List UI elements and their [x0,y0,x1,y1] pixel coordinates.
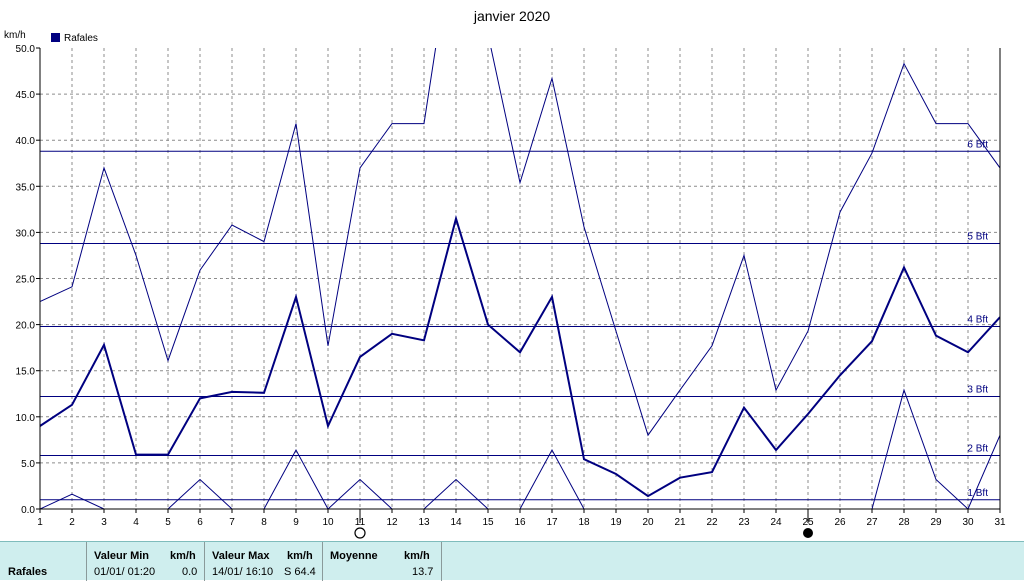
series-line-max [40,48,1000,437]
series-line-min [40,388,1000,509]
y-tick-label: 30.0 [16,228,36,239]
max-value: S 64.4 [284,566,316,578]
y-tick-label: 50.0 [16,44,36,55]
x-tick-label: 5 [165,517,171,528]
gust-chart: janvier 2020 km/h Rafales 1 Bft 2 Bft 3 Bf… [4,8,1006,539]
y-tick-label: 10.0 [16,413,36,424]
y-tick-label: 15.0 [16,367,36,378]
min-header: Valeur Min [94,550,150,562]
max-date: 14/01/ 16:10 [212,566,274,578]
x-tick-label: 27 [866,517,878,528]
x-tick-label: 17 [546,517,558,528]
x-tick-label: 13 [418,517,430,528]
y-tick-label: 25.0 [16,275,36,286]
row-label: Rafales [8,566,48,578]
x-tick-label: 2 [69,517,75,528]
footer-divider [86,542,87,581]
beaufort-label: 1 Bft [967,488,988,499]
x-tick-label: 6 [197,517,203,528]
beaufort-label: 5 Bft [967,231,988,242]
grid [40,48,1000,509]
beaufort-lines: 1 Bft 2 Bft 3 Bft 4 Bft 5 Bft 6 Bft [40,139,1000,501]
x-tick-label: 4 [133,517,139,528]
mean-unit: km/h [404,550,430,562]
y-tick-label: 40.0 [16,136,36,147]
max-unit: km/h [287,550,313,562]
x-tick-label: 29 [930,517,942,528]
x-tick-label: 30 [962,517,974,528]
beaufort-label: 3 Bft [967,385,988,396]
y-tick-label: 35.0 [16,182,36,193]
x-tick-label: 28 [898,517,910,528]
max-header: Valeur Max [212,550,270,562]
x-tick-label: 20 [642,517,654,528]
footer-divider [204,542,205,581]
x-tick-label: 1 [37,517,43,528]
moon-phases [354,509,813,539]
legend-swatch [51,33,60,42]
series [40,48,1000,509]
x-tick-label: 7 [229,517,235,528]
x-tick-label: 26 [834,517,846,528]
full-moon-icon [354,527,366,539]
x-tick-label: 16 [514,517,526,528]
mean-header: Moyenne [330,550,378,562]
y-tick-label: 20.0 [16,321,36,332]
min-value: 0.0 [182,566,198,578]
footer-divider [322,542,323,581]
x-tick-label: 22 [706,517,718,528]
x-tick-label: 8 [261,517,267,528]
new-moon-icon [803,528,813,538]
mean-value: 13.7 [412,566,434,578]
footer-divider [441,542,442,581]
x-tick-label: 21 [674,517,686,528]
min-unit: km/h [170,550,196,562]
x-tick-label: 3 [101,517,107,528]
series-line-mean [40,214,1000,498]
min-date: 01/01/ 01:20 [94,566,156,578]
x-tick-label: 9 [293,517,299,528]
x-tick-label: 14 [450,517,462,528]
x-tick-label: 31 [994,517,1006,528]
legend-label: Rafales [64,33,98,44]
beaufort-label: 4 Bft [967,314,988,325]
x-tick-label: 15 [482,517,494,528]
y-tick-label: 0.0 [21,505,35,516]
x-tick-label: 10 [322,517,334,528]
stats-footer: Rafales Valeur Min km/h 01/01/ 01:20 0.0… [0,541,1024,581]
beaufort-label: 6 Bft [967,139,988,150]
x-tick-label: 12 [386,517,398,528]
x-tick-label: 18 [578,517,590,528]
y-axis-unit: km/h [4,30,26,41]
beaufort-label: 2 Bft [967,444,988,455]
y-tick-label: 45.0 [16,90,36,101]
chart-title: janvier 2020 [473,8,550,24]
x-tick-label: 24 [770,517,782,528]
x-tick-label: 23 [738,517,750,528]
x-tick-label: 19 [610,517,622,528]
y-tick-label: 5.0 [21,459,35,470]
